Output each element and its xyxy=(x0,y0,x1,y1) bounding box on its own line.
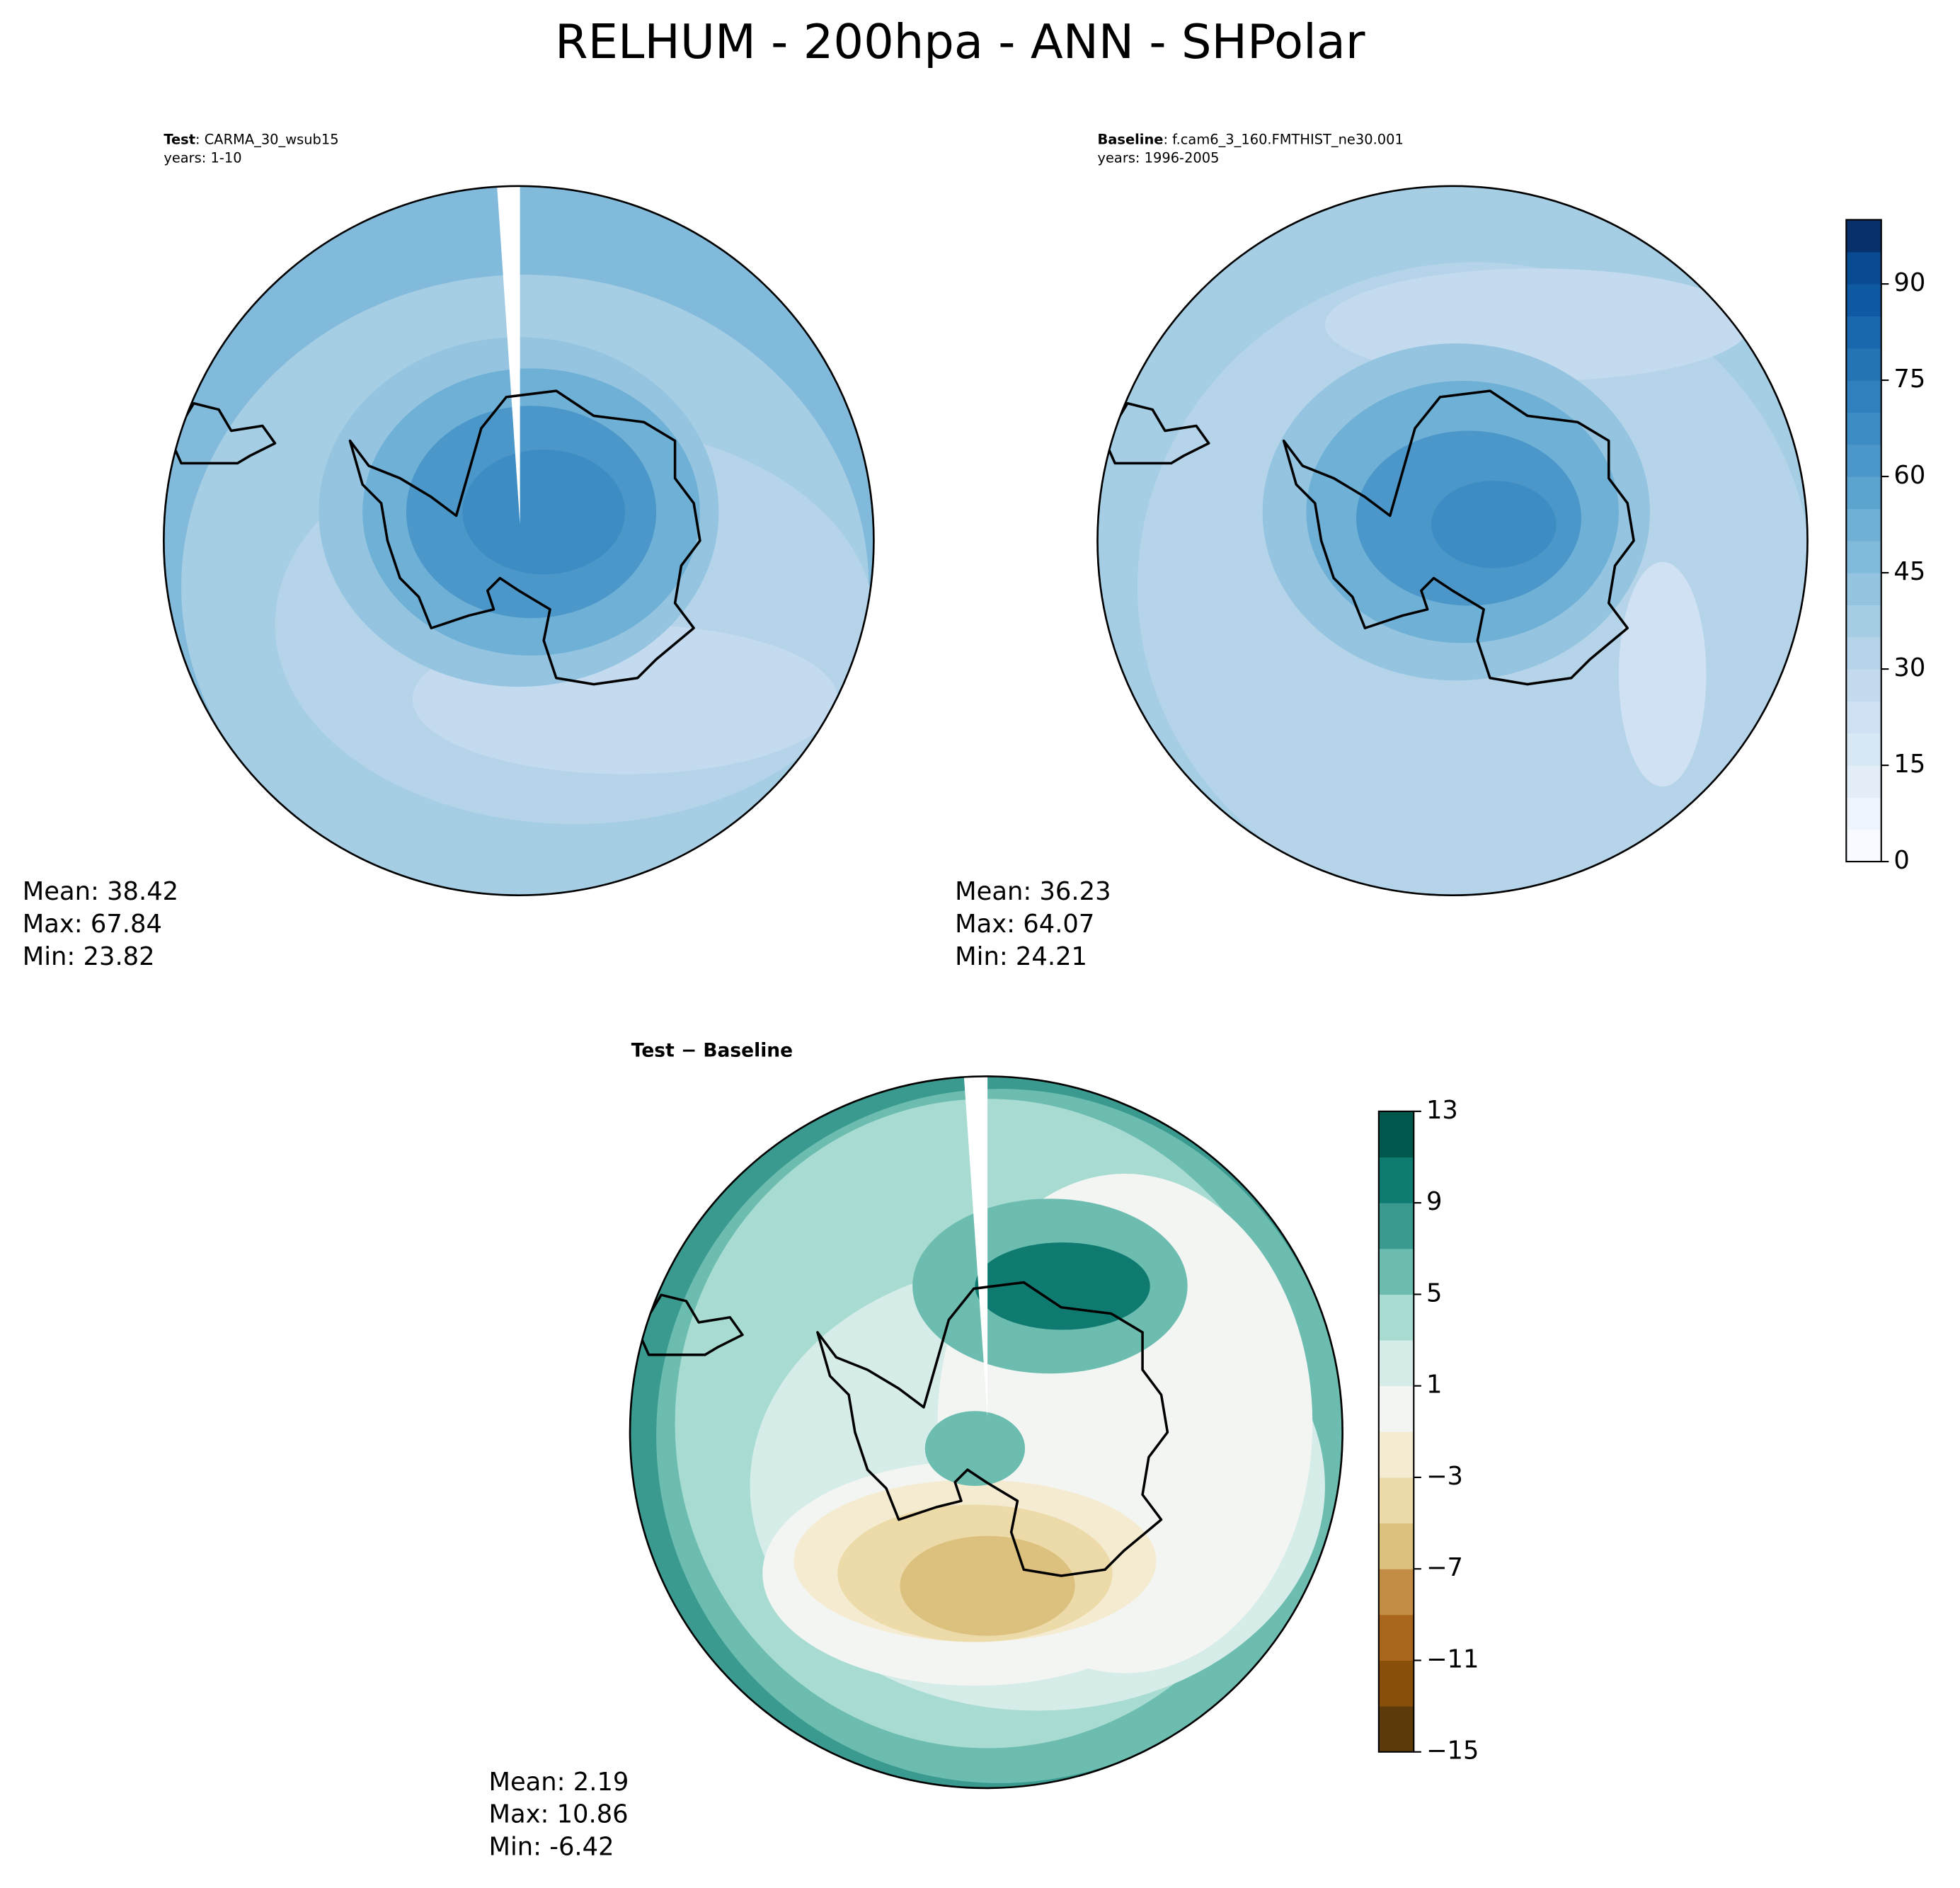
map-border xyxy=(629,1075,1343,1790)
panel-case: : f.cam6_3_160.FMTHIST_ne30.001 xyxy=(1163,131,1403,147)
colorbar-band xyxy=(1846,573,1881,605)
figure-title: RELHUM - 200hpa - ANN - SHPolar xyxy=(555,14,1365,69)
colorbar-band xyxy=(1846,219,1881,253)
colorbar-band xyxy=(1378,1523,1414,1569)
stat: Min: 24.21 xyxy=(955,942,1087,971)
map-border xyxy=(163,185,875,897)
colorbar-tick-label: 75 xyxy=(1893,365,1925,394)
colorbar-band xyxy=(1846,380,1881,413)
colorbar-band xyxy=(1378,1340,1414,1387)
map xyxy=(1097,185,1808,896)
colorbar-band xyxy=(1846,508,1881,542)
panel-label: Test: CARMA_30_wsub15 xyxy=(164,131,338,147)
colorbar-band xyxy=(1378,1157,1414,1203)
colorbar-band xyxy=(1846,605,1881,638)
colorbar-band xyxy=(1378,1385,1414,1432)
colorbar-band xyxy=(1846,636,1881,670)
colorbar-tick-label: 15 xyxy=(1893,750,1925,779)
colorbar-tick-label: 5 xyxy=(1426,1278,1442,1308)
stat: Mean: 38.42 xyxy=(23,877,178,906)
colorbar-tick-label: 90 xyxy=(1893,268,1925,297)
colorbar-band xyxy=(1378,1294,1414,1341)
colorbar-tick-label: 13 xyxy=(1426,1096,1458,1125)
colorbar-band xyxy=(1846,251,1881,285)
colorbar-band xyxy=(1378,1477,1414,1524)
panel-label: Test − Baseline xyxy=(631,1040,793,1062)
colorbar-tick-label: 9 xyxy=(1426,1187,1442,1216)
colorbar-band xyxy=(1378,1614,1414,1661)
colorbar-band xyxy=(1846,733,1881,766)
stats: Mean: 36.23 Max: 64.07 Min: 24.21 xyxy=(955,877,1111,971)
stat: Max: 10.86 xyxy=(488,1800,628,1829)
panel-label: Baseline: f.cam6_3_160.FMTHIST_ne30.001 xyxy=(1097,131,1403,147)
colorbar-band xyxy=(1378,1248,1414,1295)
colorbar-band xyxy=(1846,444,1881,477)
colorbar-band xyxy=(1378,1111,1414,1158)
map xyxy=(164,185,874,896)
colorbar-tick-label: −3 xyxy=(1426,1462,1463,1491)
stat: Min: -6.42 xyxy=(488,1833,614,1862)
colorbar-band xyxy=(1378,1431,1414,1478)
colorbar-band xyxy=(1846,829,1881,862)
colorbar-band xyxy=(1846,765,1881,798)
colorbar-band xyxy=(1846,540,1881,573)
colorbar-frame xyxy=(1377,1110,1415,1753)
stat: Mean: 2.19 xyxy=(488,1768,629,1797)
panel-years: years: 1-10 xyxy=(164,150,241,166)
colorbar-tick-label: 45 xyxy=(1893,557,1925,586)
panel-case: : CARMA_30_wsub15 xyxy=(195,131,339,147)
colorbar-band xyxy=(1846,348,1881,381)
colorbar-band xyxy=(1846,284,1881,316)
colorbar-tick-label: 60 xyxy=(1893,461,1925,490)
colorbar-band xyxy=(1378,1706,1414,1753)
colorbar-band xyxy=(1378,1569,1414,1615)
map xyxy=(630,1076,1343,1788)
panel-name: Baseline xyxy=(1097,131,1163,147)
colorbar-band xyxy=(1378,1203,1414,1249)
colorbar-tick-label: −7 xyxy=(1426,1553,1463,1582)
colorbar-tick-label: 1 xyxy=(1426,1371,1442,1400)
stat: Max: 64.07 xyxy=(955,910,1094,939)
colorbar-band xyxy=(1846,701,1881,734)
colorbar-band xyxy=(1846,316,1881,349)
colorbar-band xyxy=(1846,476,1881,509)
colorbar-tick-label: 30 xyxy=(1893,653,1925,682)
stat: Min: 23.82 xyxy=(23,942,155,971)
colorbar-band xyxy=(1378,1660,1414,1707)
colorbar-band xyxy=(1846,797,1881,830)
colorbar-tick-label: −15 xyxy=(1426,1737,1479,1766)
panel-years: years: 1996-2005 xyxy=(1097,150,1219,166)
colorbar-band xyxy=(1846,669,1881,702)
stats: Mean: 38.42 Max: 67.84 Min: 23.82 xyxy=(23,877,178,971)
colorbar-band xyxy=(1846,412,1881,445)
stat: Max: 67.84 xyxy=(23,910,162,939)
colorbar-tick-label: 0 xyxy=(1893,846,1909,875)
colorbar-tick-label: −11 xyxy=(1426,1644,1479,1674)
stat: Mean: 36.23 xyxy=(955,877,1111,906)
stats: Mean: 2.19 Max: 10.86 Min: -6.42 xyxy=(488,1768,629,1862)
map-border xyxy=(1096,185,1809,897)
panel-name: Test xyxy=(164,131,195,147)
colorbar-frame xyxy=(1845,219,1882,863)
